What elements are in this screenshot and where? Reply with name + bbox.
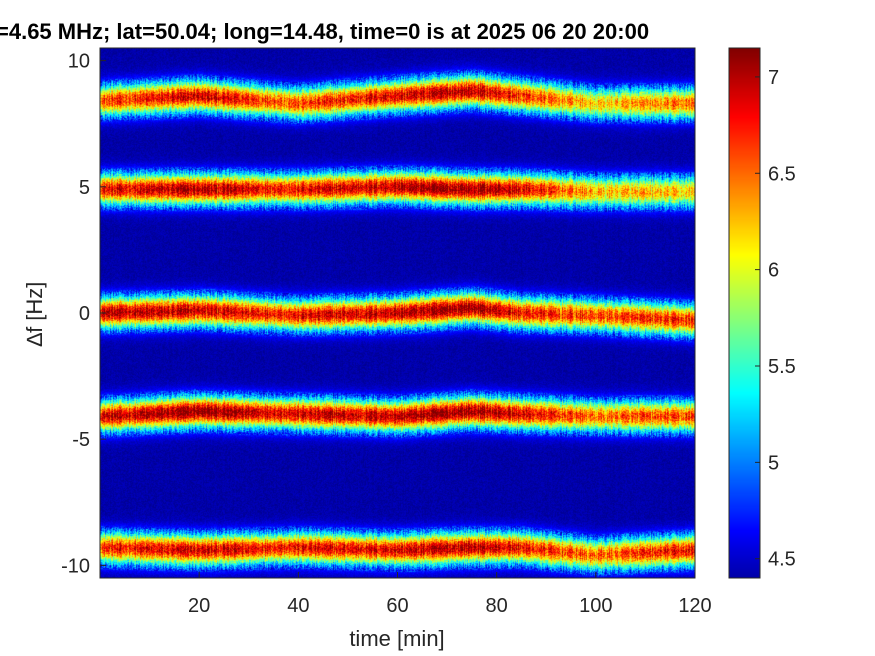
spectrogram-plot-area [99,47,696,579]
colorbar-tick-label: 7 [768,67,779,89]
y-axis: 10 5 0 -5 -10 [61,51,106,577]
x-tick-label: 120 [678,595,711,617]
colorbar-tick-label: 5 [768,452,779,474]
x-tick-label: 80 [486,595,508,617]
colorbar: 7 6.5 6 5.5 5 4.5 [728,47,796,579]
x-tick-label: 60 [386,595,408,617]
x-tick-label: 100 [579,595,612,617]
x-tick-label: 40 [287,595,309,617]
colorbar-frame [728,47,761,579]
y-tick-label: -10 [61,555,90,577]
x-axis: 20 40 60 80 100 120 [188,572,712,617]
y-tick-label: 10 [68,51,90,73]
colorbar-tick-label: 5.5 [768,356,796,378]
colorbar-tick-label: 6 [768,260,779,282]
colorbar-tick-label: 4.5 [768,549,796,571]
x-tick-label: 20 [188,595,210,617]
y-tick-label: -5 [72,429,90,451]
spectrogram-heatmap [100,48,695,578]
plot-title: =4.65 MHz; lat=50.04; long=14.48, time=0… [0,19,649,44]
y-axis-title: ∆f [Hz] [22,282,47,347]
y-tick-label: 0 [79,303,90,325]
colorbar-tick-label: 6.5 [768,163,796,185]
colorbar-gradient [729,48,760,578]
colorbar-ticks: 7 6.5 6 5.5 5 4.5 [755,67,796,571]
x-axis-title: time [min] [349,626,444,651]
y-tick-label: 5 [79,177,90,199]
